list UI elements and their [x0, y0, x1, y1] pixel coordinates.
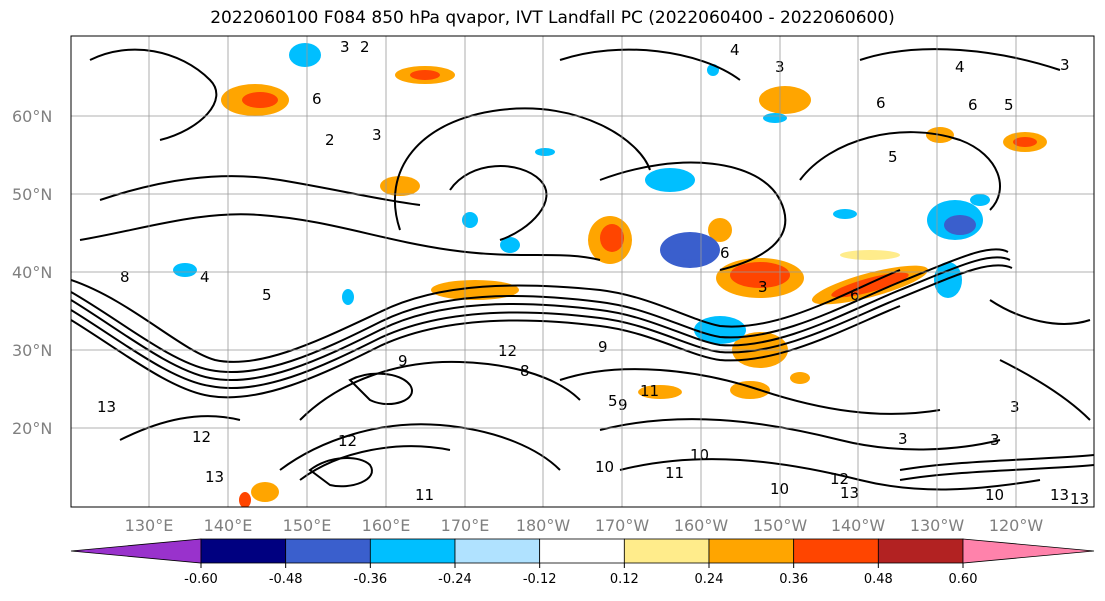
contour-label: 10 [985, 486, 1004, 504]
colorbar-tick-label: -0.24 [438, 572, 472, 587]
lon-label: 130°W [910, 516, 965, 535]
lon-label: 170°E [441, 516, 490, 535]
contour-label: 10 [690, 446, 709, 464]
contour-label: 3 [990, 431, 1000, 449]
contour-label: 4 [200, 268, 210, 286]
contour-label: 4 [955, 58, 965, 76]
colorbar-tick-label: 0.60 [949, 572, 978, 587]
latitude-labels: 60°N 50°N 40°N 30°N 20°N [12, 107, 52, 438]
colorbar-tick-label: -0.36 [354, 572, 388, 587]
contour-label: 6 [720, 244, 730, 262]
lon-label: 120°W [989, 516, 1044, 535]
colorbar-swatch [454, 538, 541, 564]
lat-label: 40°N [12, 263, 52, 282]
contour-label: 9 [598, 338, 608, 356]
contour-label: 13 [1070, 490, 1089, 508]
lon-label: 150°W [753, 516, 808, 535]
lat-label: 20°N [12, 419, 52, 438]
lat-label: 50°N [12, 185, 52, 204]
colorbar-swatch [962, 538, 1095, 564]
contour-label: 8 [120, 268, 130, 286]
contour-label: 6 [850, 286, 860, 304]
contour-label: 12 [498, 342, 517, 360]
colorbar-tick-label: 0.36 [779, 572, 808, 587]
lon-label: 160°W [674, 516, 729, 535]
contour-label: 2 [360, 38, 370, 56]
lon-label: 180°W [516, 516, 571, 535]
contour-label: 11 [665, 464, 684, 482]
contour-label: 9 [618, 396, 628, 414]
contour-label: 3 [758, 278, 768, 296]
lon-label: 130°E [125, 516, 174, 535]
plot-frame [70, 35, 1095, 508]
colorbar-swatch [877, 538, 964, 564]
contour-label: 12 [338, 432, 357, 450]
contour-label: 11 [415, 486, 434, 504]
lon-label: 160°E [362, 516, 411, 535]
contour-label: 13 [840, 484, 859, 502]
contour-label: 13 [97, 398, 116, 416]
lat-label: 30°N [12, 341, 52, 360]
contour-label: 13 [1050, 486, 1069, 504]
colorbar [70, 538, 1095, 564]
contour-labels: 3 2 4 3 6 5 4 6 2 3 8 5 6 5 3 4 6 3 6 5 … [97, 38, 1089, 508]
longitude-labels: 130°E 140°E 150°E 160°E 170°E 180°W 170°… [125, 516, 1044, 535]
colorbar-swatch [369, 538, 456, 564]
contour-label: 10 [595, 458, 614, 476]
contour-label: 6 [876, 94, 886, 112]
contour-label: 5 [888, 148, 898, 166]
contour-label: 3 [372, 126, 382, 144]
colorbar-tick-label: 0.12 [610, 572, 639, 587]
colorbar-swatch [708, 538, 795, 564]
contour-label: 5 [1004, 96, 1014, 114]
lon-label: 150°E [283, 516, 332, 535]
colorbar-ticks: -0.60 -0.48 -0.36 -0.24 -0.12 0.12 0.24 0.36 0.4… [184, 563, 977, 587]
contour-label: 3 [1010, 398, 1020, 416]
qvapor-negative-shading [173, 43, 990, 344]
colorbar-swatch [70, 538, 202, 564]
colorbar-tick-label: 0.48 [864, 572, 893, 587]
colorbar-swatch [539, 538, 625, 564]
lon-label: 170°W [595, 516, 650, 535]
contour-label: 3 [898, 430, 908, 448]
ivt-contours [71, 48, 1094, 491]
map-title: 2022060100 F084 850 hPa qvapor, IVT Land… [210, 8, 895, 28]
contour-label: 5 [262, 286, 272, 304]
contour-label: 13 [205, 468, 224, 486]
colorbar-tick-label: -0.60 [184, 572, 218, 587]
graticule [71, 36, 1094, 507]
contour-label: 5 [608, 392, 618, 410]
contour-label: 8 [520, 362, 530, 380]
lat-label: 60°N [12, 107, 52, 126]
colorbar-swatch [793, 538, 879, 564]
contour-label: 10 [770, 480, 789, 498]
contour-label: 6 [312, 90, 322, 108]
lon-label: 140°E [204, 516, 253, 535]
contour-label: 9 [398, 352, 408, 370]
contour-label: 11 [640, 382, 659, 400]
contour-label: 12 [830, 470, 849, 488]
contour-label: 2 [325, 131, 335, 149]
colorbar-tick-label: 0.24 [695, 572, 724, 587]
colorbar-swatch [623, 538, 710, 564]
map-plot-area: 3 2 4 3 6 5 4 6 2 3 8 5 6 5 3 4 6 3 6 5 … [71, 36, 1094, 508]
contour-label: 12 [192, 428, 211, 446]
colorbar-tick-label: -0.12 [523, 572, 557, 587]
contour-label: 6 [968, 96, 978, 114]
contour-label: 4 [730, 41, 740, 59]
contour-label: 3 [1060, 56, 1070, 74]
contour-label: 3 [340, 38, 350, 56]
lon-label: 140°W [831, 516, 886, 535]
colorbar-tick-label: -0.48 [269, 572, 303, 587]
colorbar-swatch [285, 538, 371, 564]
colorbar-swatch [200, 538, 287, 564]
